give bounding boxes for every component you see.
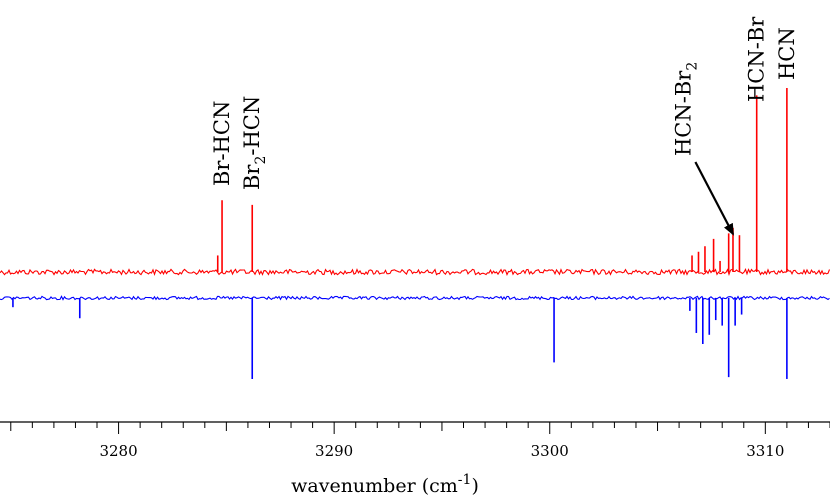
series-layer: [0, 88, 830, 379]
peak-label-3: HCN-Br: [745, 16, 769, 102]
arrow-2: [694, 161, 734, 236]
peak-label-2: HCN-Br2: [671, 62, 700, 156]
x-tick-label-3300: 3300: [531, 442, 569, 460]
x-tick-label-3310: 3310: [746, 442, 784, 460]
x-axis-title: wavenumber (cm-1): [291, 472, 479, 497]
peak-label-4: HCN: [775, 27, 799, 80]
series-1-baseline: [0, 295, 830, 301]
x-tick-label-3280: 3280: [99, 442, 137, 460]
peak-label-1: Br2-HCN: [240, 96, 269, 190]
x-tick-label-3290: 3290: [315, 442, 353, 460]
x-axis: 3280 3290 3300 3310: [0, 421, 830, 460]
peak-label-0: Br-HCN: [210, 101, 234, 186]
annotations: Br-HCN Br2-HCN HCN-Br2 HCN-Br HCN: [210, 16, 799, 236]
